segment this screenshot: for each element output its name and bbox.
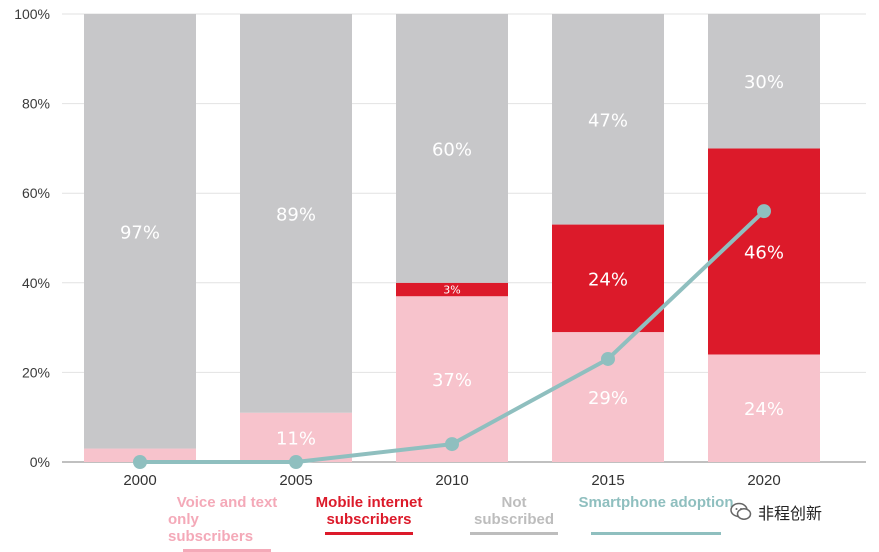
x-tick-label: 2015 [591, 472, 624, 489]
bar-segment [708, 354, 820, 462]
y-tick-label: 40% [22, 275, 50, 291]
smartphone-adoption-point [289, 455, 303, 469]
data-label: 89% [276, 204, 316, 225]
legend-voice-text-line2: only subscribers [168, 511, 254, 545]
legend-mobile-internet-line2: subscribers [326, 511, 412, 528]
x-tick-label: 2020 [747, 472, 780, 489]
y-tick-label: 0% [30, 454, 50, 470]
x-tick-label: 2010 [435, 472, 468, 489]
legend-smartphone-adoption-line1: Smartphone adoption [578, 494, 734, 511]
data-label: 11% [276, 428, 316, 449]
legend-not-subscribed-line2: subscribed [473, 511, 555, 528]
wechat-icon [730, 502, 752, 520]
data-label: 3% [443, 284, 460, 297]
legend-mobile-internet-swatch [325, 532, 413, 535]
data-label: 97% [120, 222, 160, 243]
watermark: 非程创新 [730, 500, 822, 524]
bar-segment [396, 282, 508, 297]
legend-smartphone-adoption-swatch [591, 532, 721, 535]
bar-segment [552, 14, 664, 225]
y-tick-label: 60% [22, 185, 50, 201]
x-tick-label: 2005 [279, 472, 312, 489]
data-label: 29% [588, 388, 628, 409]
smartphone-adoption-point [445, 437, 459, 452]
legend-not-subscribed-swatch [470, 532, 558, 535]
bar-segment [552, 224, 664, 333]
watermark-text: 非程创新 [758, 506, 823, 523]
bar-segment [240, 412, 352, 462]
legend-voice-text-line1: Voice and text [176, 494, 278, 511]
data-label: 47% [588, 110, 628, 131]
data-label: 46% [744, 242, 784, 263]
bar-segment [84, 14, 196, 449]
y-tick-label: 100% [14, 6, 50, 22]
x-tick-label: 2000 [123, 472, 156, 489]
legend-voice-text: Voice and text only subscribers [168, 494, 286, 552]
legend-not-subscribed: Not subscribed [462, 494, 566, 535]
bar-segment [396, 14, 508, 283]
legend-mobile-internet-line1: Mobile internet [315, 494, 423, 511]
y-tick-label: 80% [22, 96, 50, 112]
legend-smartphone-adoption: Smartphone adoption [568, 494, 744, 535]
bar-segment [240, 14, 352, 413]
data-label: 37% [432, 370, 472, 391]
bar-segment [708, 148, 820, 355]
legend-not-subscribed-line1: Not [501, 494, 527, 511]
data-label: 30% [744, 72, 784, 93]
y-tick-label: 20% [22, 364, 50, 380]
data-label: 24% [744, 399, 784, 420]
smartphone-adoption-point [601, 351, 615, 366]
smartphone-adoption-point [133, 455, 147, 469]
data-label: 60% [432, 139, 472, 160]
smartphone-adoption-point [757, 204, 771, 219]
legend-mobile-internet: Mobile internet subscribers [302, 494, 436, 535]
bar-segment [708, 14, 820, 149]
data-label: 24% [588, 269, 628, 290]
bar-segment [396, 296, 508, 462]
